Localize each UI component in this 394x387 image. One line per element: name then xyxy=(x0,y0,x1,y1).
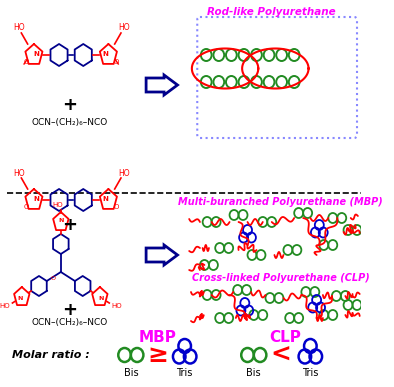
FancyArrow shape xyxy=(146,75,178,95)
Text: OCN–(CH₂)₆–NCO: OCN–(CH₂)₆–NCO xyxy=(32,317,108,327)
Text: O: O xyxy=(114,59,119,65)
Text: N: N xyxy=(103,196,109,202)
Text: HO: HO xyxy=(112,303,122,308)
Text: N: N xyxy=(99,296,104,300)
Text: N: N xyxy=(18,296,23,300)
Text: O: O xyxy=(114,204,119,210)
Text: OCN–(CH₂)₆–NCO: OCN–(CH₂)₆–NCO xyxy=(32,118,108,127)
Text: N: N xyxy=(103,51,109,57)
Text: N: N xyxy=(58,217,63,223)
Text: +: + xyxy=(62,301,77,319)
Text: HO: HO xyxy=(14,24,25,33)
Text: HO: HO xyxy=(53,202,63,208)
Text: ≥: ≥ xyxy=(147,343,168,367)
Text: HO: HO xyxy=(0,303,10,308)
Text: O: O xyxy=(50,276,55,281)
Text: HO: HO xyxy=(14,168,25,178)
Text: N: N xyxy=(33,51,39,57)
Text: Tris: Tris xyxy=(302,368,318,378)
Text: Multi-buranched Polyurethane (MBP): Multi-buranched Polyurethane (MBP) xyxy=(178,197,383,207)
Text: <: < xyxy=(270,343,291,367)
Text: Rod-like Polyurethane: Rod-like Polyurethane xyxy=(207,7,336,17)
Text: O: O xyxy=(23,204,28,210)
Text: +: + xyxy=(62,216,77,234)
Text: O: O xyxy=(23,59,28,65)
Text: Bis: Bis xyxy=(247,368,261,378)
Text: Tris: Tris xyxy=(177,368,193,378)
Text: Cross-linked Polyurethane (CLP): Cross-linked Polyurethane (CLP) xyxy=(192,273,370,283)
Text: MBP: MBP xyxy=(139,330,177,346)
Text: +: + xyxy=(62,96,77,114)
Text: Bis: Bis xyxy=(124,368,138,378)
Text: HO: HO xyxy=(119,24,130,33)
Text: Molar ratio :: Molar ratio : xyxy=(12,350,90,360)
Text: HO: HO xyxy=(119,168,130,178)
FancyArrow shape xyxy=(146,245,178,265)
Text: CLP: CLP xyxy=(269,330,301,346)
Text: N: N xyxy=(33,196,39,202)
